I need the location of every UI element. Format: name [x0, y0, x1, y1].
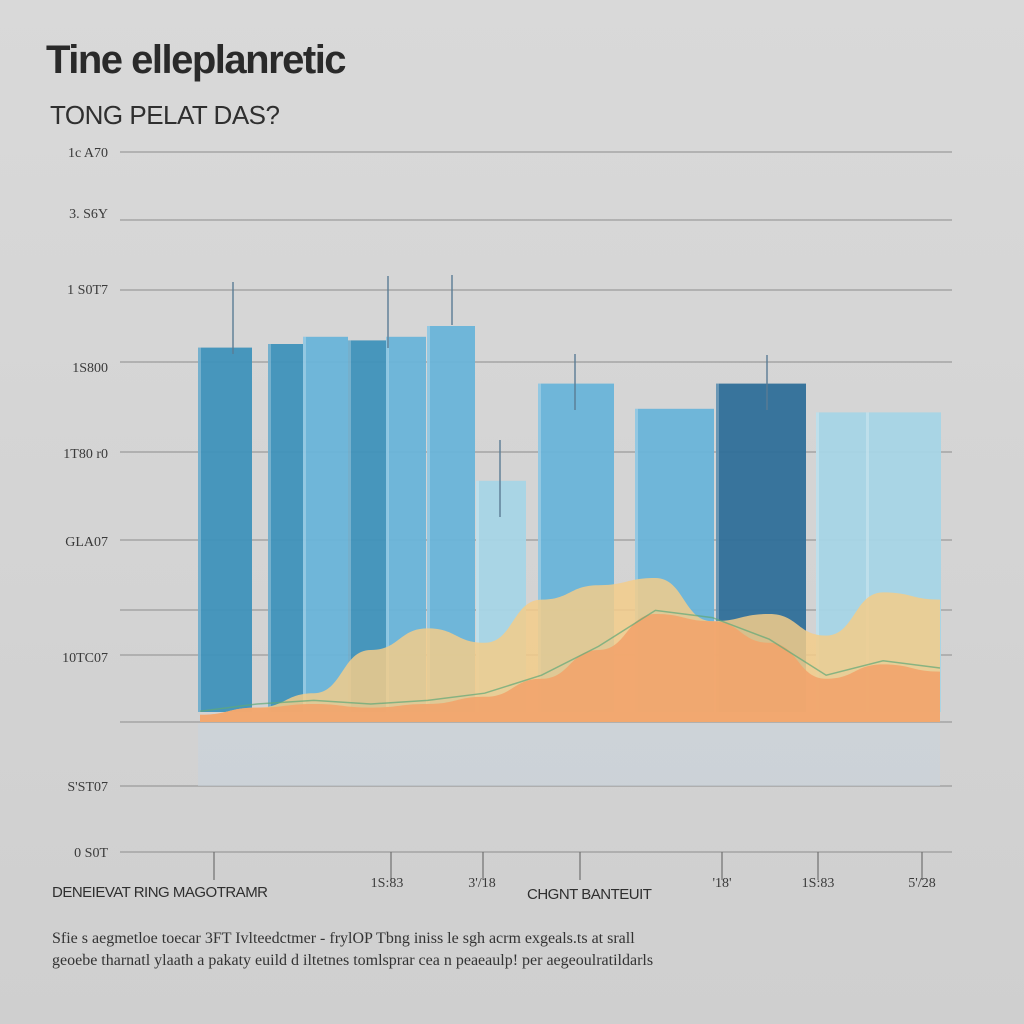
bar-edge	[716, 383, 719, 712]
area-green-line	[199, 609, 941, 712]
reflection-band	[198, 724, 940, 786]
bar-edge	[386, 336, 389, 712]
y-tick-label: 10TC07	[62, 651, 108, 666]
x-tick-label: 5'/28	[908, 876, 935, 891]
x-tick-label: 1S:83	[802, 876, 835, 891]
chart-subtitle: TONG PELAT DAS?	[50, 100, 280, 130]
x-tick-label: 3'/18	[468, 876, 495, 891]
x-tick-label: '18'	[712, 876, 731, 891]
chart-title: Tine elleplanretic	[46, 38, 347, 82]
y-tick-label: 1S800	[72, 361, 108, 376]
bar-edge	[635, 408, 638, 712]
y-tick-label: 1c A70	[68, 146, 108, 161]
y-tick-label: 1T80 r0	[63, 447, 108, 462]
y-tick-label: 1 S0T7	[67, 283, 108, 298]
x-axis-label-center: CHGNT BANTEUIT	[527, 886, 652, 903]
reflection	[198, 724, 940, 786]
bar-edge	[303, 336, 306, 712]
bar-edge	[198, 347, 201, 712]
bar	[303, 336, 348, 712]
bar-edge	[427, 326, 430, 712]
x-axis-ticks: 1S:83 3'/18 '18' 1S:83 5'/28	[213, 852, 936, 891]
bar	[268, 344, 303, 712]
x-tick-label: 1S:83	[371, 876, 404, 891]
caption-line-1: Sfie s aegmetloe toecar 3FT Ivlteedctmer…	[52, 930, 635, 947]
bar-edge	[476, 480, 479, 712]
bar-edge	[348, 340, 351, 712]
bar-edge	[816, 412, 819, 712]
bar	[198, 347, 252, 712]
bar-edge	[866, 412, 869, 712]
x-axis-label-left: DENEIEVAT RING MAGOTRAMR	[52, 884, 268, 901]
y-tick-label: 3. S6Y	[69, 207, 108, 222]
y-tick-label: S'ST07	[67, 780, 108, 795]
area-orange	[200, 614, 940, 722]
area-series	[199, 578, 941, 722]
y-tick-label: 0 S0T	[74, 846, 108, 861]
bar-edge	[268, 344, 271, 712]
caption-line-2: geoebe tharnatl ylaath a pakaty euild d …	[52, 952, 654, 969]
y-tick-label: GLA07	[65, 535, 108, 550]
bar-edge	[538, 383, 541, 712]
y-axis-ticks: 0 S0T S'ST07 10TC07 GLA07 1T80 r0 1S800 1 S0T7…	[62, 146, 108, 861]
